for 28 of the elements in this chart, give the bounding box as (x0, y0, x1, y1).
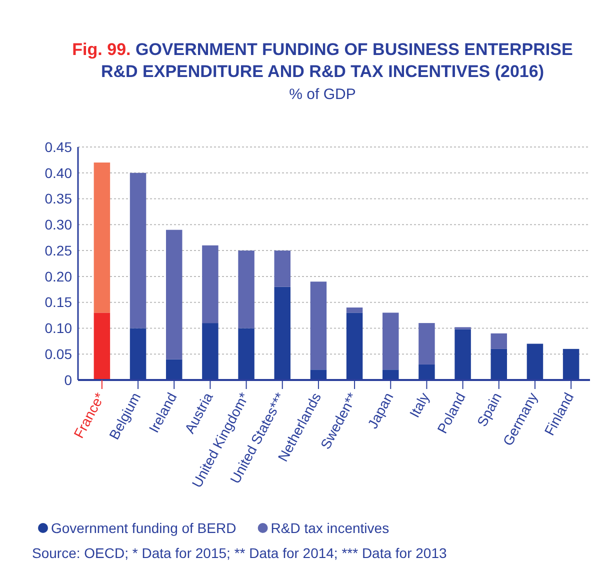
bar (130, 172, 146, 328)
x-tick-label: Spain (474, 390, 505, 430)
y-tick-label: 0.05 (44, 346, 72, 362)
bar (310, 282, 327, 370)
y-tick-label: 0.40 (44, 164, 72, 181)
bar (274, 250, 290, 287)
legend-label: Government funding of BERD (51, 520, 236, 536)
y-tick-label: 0.20 (44, 268, 72, 284)
bar (346, 308, 363, 313)
chart-title: Fig. 99. GOVERNMENT FUNDING OF BUSINESS ENTERPRISE R&D EXPENDITURE AND R&D TAX INCENTIVES (2016) (72, 40, 573, 81)
bar (382, 312, 399, 370)
x-tick-label: Italy (406, 390, 432, 420)
legend-label: R&D tax incentives (270, 520, 390, 536)
bar (238, 250, 254, 328)
y-tick-label: 0.45 (44, 138, 72, 155)
bar (166, 230, 182, 360)
y-tick-label: 0.35 (44, 190, 72, 207)
bar (94, 162, 110, 313)
bar (418, 323, 435, 364)
bar (202, 245, 218, 324)
chart-subtitle: % of GDP (289, 86, 356, 103)
y-tick-label: 0.15 (44, 294, 72, 310)
source-note: Source: OECD; * Data for 2015; ** Data for 2014; *** Data for 2013 (32, 545, 447, 561)
y-tick-label: 0.30 (44, 216, 72, 233)
y-tick-label: 0.25 (44, 242, 72, 258)
y-tick-label: 0 (64, 372, 72, 388)
y-tick-label: 0.10 (44, 320, 72, 336)
bar (490, 333, 508, 349)
